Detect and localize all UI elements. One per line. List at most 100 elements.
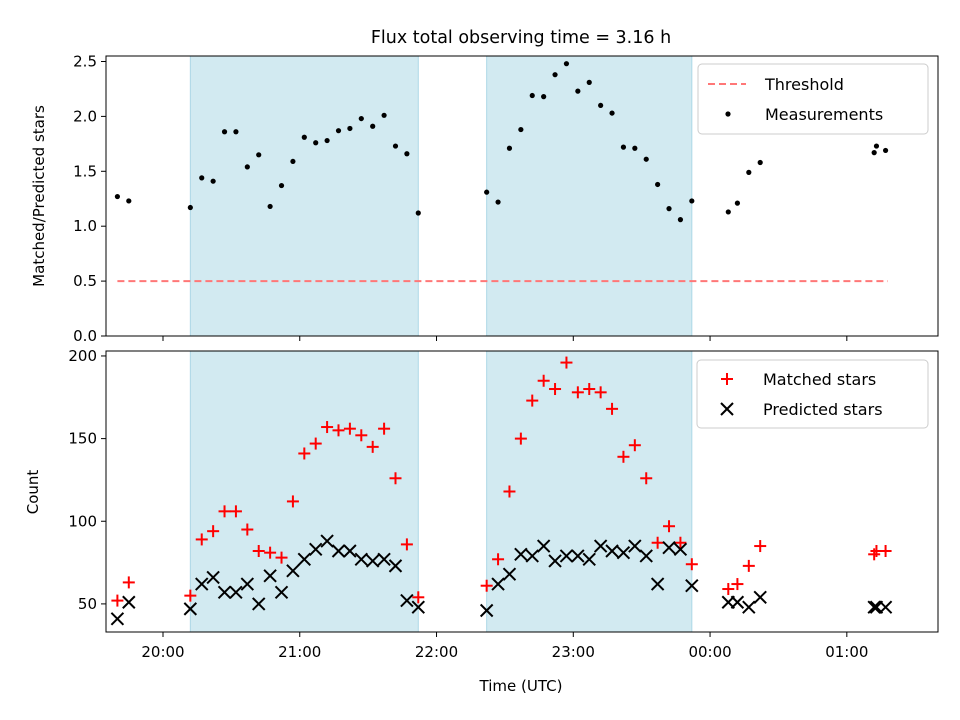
shaded-interval: [486, 55, 693, 337]
measurement-point: [278, 182, 285, 189]
measurement-point: [541, 94, 547, 100]
measurement-point: [484, 189, 490, 195]
bottom-y-axis-label: Count: [24, 470, 42, 515]
measurement-point: [563, 61, 570, 67]
predicted-point: [354, 552, 369, 566]
bottom-shaded-intervals: [189, 350, 693, 633]
measurement-point: [313, 140, 319, 146]
matched-point: [549, 383, 562, 396]
predicted-point: [878, 600, 893, 614]
matched-point: [514, 432, 527, 445]
x-tick-label: 00:00: [688, 643, 731, 661]
measurement-point: [677, 217, 684, 223]
measurement-point: [871, 150, 877, 156]
predicted-point: [252, 597, 266, 611]
predicted-point: [571, 549, 585, 563]
predicted-point: [605, 544, 619, 558]
measurement-point: [267, 203, 273, 210]
measurement-point: [210, 178, 216, 184]
measurement-point: [221, 129, 228, 135]
measurement-point: [734, 200, 741, 206]
measurement-point: [746, 169, 752, 175]
measurement-point: [301, 134, 307, 140]
measurement-point: [370, 123, 376, 129]
matched-point: [111, 594, 124, 607]
y-tick-label: 2.0: [73, 107, 97, 125]
matched-point: [722, 583, 735, 596]
shaded-interval: [189, 55, 419, 337]
predicted-point: [343, 544, 357, 558]
y-tick-label: 1.5: [73, 162, 97, 180]
predicted-point: [514, 547, 528, 562]
bottom-matched-points: [111, 356, 892, 607]
measurement-point: [404, 151, 410, 157]
top-y-axis-label: Matched/Predicted stars: [30, 105, 48, 287]
legend-predicted-swatch: [720, 402, 734, 416]
measurement-point: [873, 143, 880, 149]
measurement-point: [126, 198, 132, 204]
bottom-y-ticks: 50 100 150 200: [68, 347, 106, 613]
measurement-point: [529, 92, 535, 99]
measurement-point: [114, 193, 120, 200]
matched-point: [663, 520, 676, 533]
matched-point: [389, 472, 402, 485]
measurement-point: [609, 110, 615, 116]
chart-title: Flux total observing time = 3.16 h: [371, 28, 671, 48]
matched-point: [879, 545, 892, 558]
matched-point: [606, 402, 619, 415]
matched-point: [343, 422, 356, 435]
matched-point: [742, 559, 755, 572]
measurement-point: [586, 79, 592, 85]
y-tick-label: 50: [78, 595, 97, 613]
measurement-point: [335, 128, 342, 134]
predicted-point: [628, 539, 642, 553]
predicted-point: [195, 577, 209, 591]
matched-point: [378, 422, 391, 435]
predicted-point: [320, 534, 334, 548]
measurement-point: [666, 206, 672, 212]
predicted-point: [240, 577, 255, 591]
matched-point: [218, 505, 231, 518]
bottom-legend: Matched stars Predicted stars: [696, 359, 929, 429]
predicted-point: [662, 540, 676, 555]
matched-point: [286, 495, 299, 508]
measurement-point: [689, 198, 695, 204]
matched-point: [207, 525, 220, 538]
measurement-point: [620, 144, 627, 150]
top-legend-box: [697, 63, 929, 135]
matched-point: [309, 437, 322, 450]
predicted-point: [559, 549, 574, 563]
predicted-point: [309, 542, 323, 557]
measurement-point: [392, 143, 399, 149]
matched-point: [264, 546, 277, 559]
y-tick-label: 2.5: [73, 52, 97, 70]
top-shaded-intervals: [189, 55, 693, 337]
predicted-point: [525, 549, 539, 563]
x-tick-label: 01:00: [825, 643, 868, 661]
measurement-point: [632, 145, 638, 151]
predicted-point: [491, 577, 505, 591]
predicted-point: [331, 544, 346, 558]
predicted-point: [753, 590, 767, 604]
legend-measurements-label: Measurements: [765, 105, 883, 124]
matched-point: [651, 536, 664, 549]
matched-point: [526, 394, 539, 407]
predicted-point: [639, 549, 653, 563]
predicted-point: [867, 600, 881, 614]
measurement-point: [256, 152, 262, 158]
legend-predicted-label: Predicted stars: [763, 400, 883, 419]
matched-point: [537, 374, 550, 387]
matched-point: [674, 536, 687, 549]
predicted-point: [616, 545, 631, 560]
matched-point: [252, 545, 265, 558]
y-tick-label: 0.0: [73, 327, 97, 345]
shaded-interval: [189, 350, 419, 633]
predicted-point: [593, 539, 608, 553]
bottom-axes-frame: [105, 350, 939, 633]
y-tick-label: 200: [68, 347, 97, 365]
measurement-point: [244, 164, 250, 170]
measurement-point: [643, 156, 649, 162]
top-panel: Flux total observing time = 3.16 h 0.00.…: [30, 28, 939, 345]
matched-point: [560, 356, 573, 369]
